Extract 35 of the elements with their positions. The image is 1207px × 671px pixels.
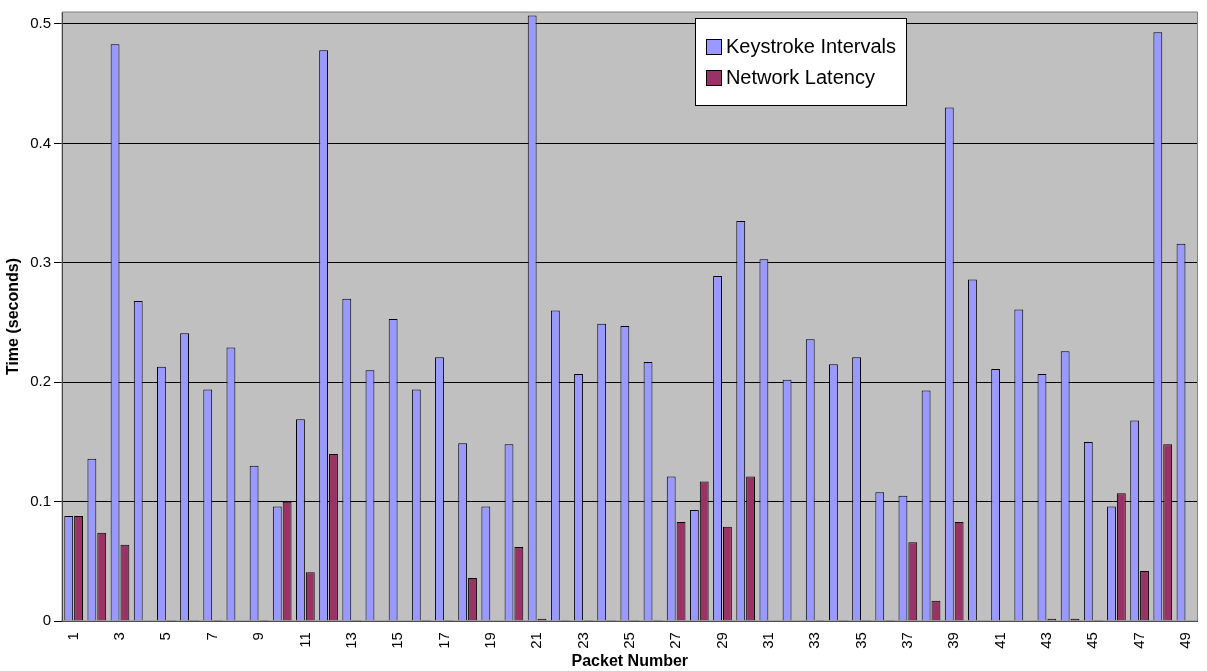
x-tick-label: 13 <box>341 632 359 649</box>
y-tick-label: 0 <box>42 611 52 629</box>
x-tick-label: 11 <box>295 632 313 648</box>
legend-label: Network Latency <box>725 66 875 89</box>
x-tick-label: 35 <box>851 632 869 649</box>
legend-label: Keystroke Intervals <box>725 35 896 58</box>
x-tick-label: 41 <box>990 632 1008 649</box>
x-tick-label: 29 <box>712 632 730 649</box>
x-tick-label: 17 <box>434 632 452 649</box>
y-tick-label: 0.3 <box>30 252 52 270</box>
x-tick-label: 43 <box>1037 632 1055 649</box>
x-tick-label: 47 <box>1129 632 1147 649</box>
x-axis-title: Packet Number <box>571 651 689 669</box>
x-tick-label: 33 <box>805 632 823 649</box>
x-tick-label: 37 <box>898 632 915 649</box>
x-tick-label: 19 <box>480 632 498 649</box>
x-tick-label: 7 <box>202 632 220 641</box>
y-tick-label: 0.5 <box>30 14 52 32</box>
x-tick-label: 9 <box>249 632 267 641</box>
x-tick-label: 5 <box>156 632 174 641</box>
x-tick-label: 15 <box>388 632 406 649</box>
x-tick-label: 27 <box>666 632 684 649</box>
x-tick-label: 45 <box>1083 632 1101 649</box>
y-tick-label: 0.4 <box>30 133 52 151</box>
x-tick-label: 21 <box>527 632 545 649</box>
x-tick-label: 23 <box>573 632 591 649</box>
y-tick-label: 0.2 <box>30 372 52 390</box>
x-tick-label: 1 <box>63 632 81 641</box>
x-tick-label: 25 <box>619 632 637 649</box>
x-tick-label: 49 <box>1176 632 1194 649</box>
y-axis-title: Time (seconds) <box>4 258 22 376</box>
x-tick-label: 3 <box>110 632 128 641</box>
y-tick-label: 0.1 <box>30 491 52 509</box>
x-tick-label: 39 <box>944 632 962 649</box>
x-tick-label: 31 <box>758 632 776 649</box>
